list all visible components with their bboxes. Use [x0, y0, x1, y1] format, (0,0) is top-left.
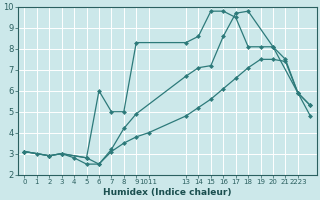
X-axis label: Humidex (Indice chaleur): Humidex (Indice chaleur) — [103, 188, 232, 197]
